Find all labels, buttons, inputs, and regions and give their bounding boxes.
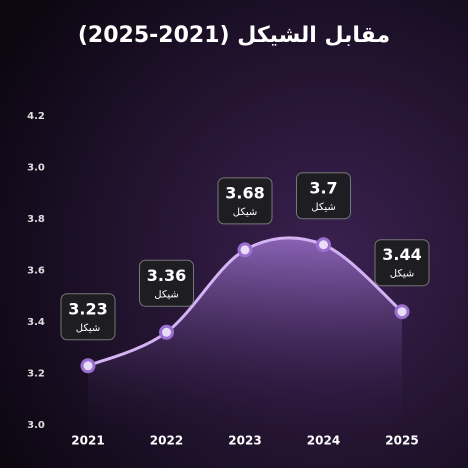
callout-box bbox=[139, 259, 194, 307]
y-tick-label: 4.2 bbox=[27, 111, 45, 122]
value-label: 3.44 bbox=[382, 245, 421, 264]
area bbox=[88, 237, 402, 425]
y-tick-label: 3.4 bbox=[27, 317, 45, 328]
chart-title: مقابل الشيكل (2021-2025) bbox=[78, 23, 390, 48]
y-tick-label: 3.0 bbox=[27, 420, 45, 431]
x-tick-label: 2025 bbox=[385, 434, 418, 448]
y-tick-label: 3.8 bbox=[27, 214, 45, 225]
value-label: 3.7 bbox=[309, 178, 337, 197]
callout-box bbox=[374, 239, 430, 287]
value-label: 3.36 bbox=[147, 266, 186, 285]
y-tick-label: 3.0 bbox=[27, 163, 45, 174]
unit-label: شيكل bbox=[233, 207, 258, 218]
unit-label: شيكل bbox=[76, 323, 101, 334]
x-tick-label: 2023 bbox=[228, 434, 261, 448]
point bbox=[159, 324, 174, 340]
unit-label: شيكل bbox=[311, 202, 336, 213]
y-tick-label: 3.6 bbox=[27, 266, 45, 277]
point bbox=[237, 242, 253, 258]
unit-label: شيكل bbox=[154, 289, 179, 300]
y-tick-label: 3.2 bbox=[27, 369, 45, 380]
value-label: 3.23 bbox=[68, 299, 107, 318]
callout-box bbox=[60, 293, 116, 341]
point bbox=[394, 304, 410, 320]
value-label: 3.68 bbox=[225, 183, 264, 202]
callout-box bbox=[296, 172, 351, 220]
point bbox=[80, 358, 96, 374]
x-tick-label: 2024 bbox=[307, 434, 340, 448]
x-tick-label: 2022 bbox=[150, 434, 183, 448]
x-tick-label: 2021 bbox=[71, 434, 104, 448]
unit-label: شيكل bbox=[390, 269, 415, 280]
callout-box bbox=[217, 177, 273, 225]
point bbox=[316, 237, 331, 253]
